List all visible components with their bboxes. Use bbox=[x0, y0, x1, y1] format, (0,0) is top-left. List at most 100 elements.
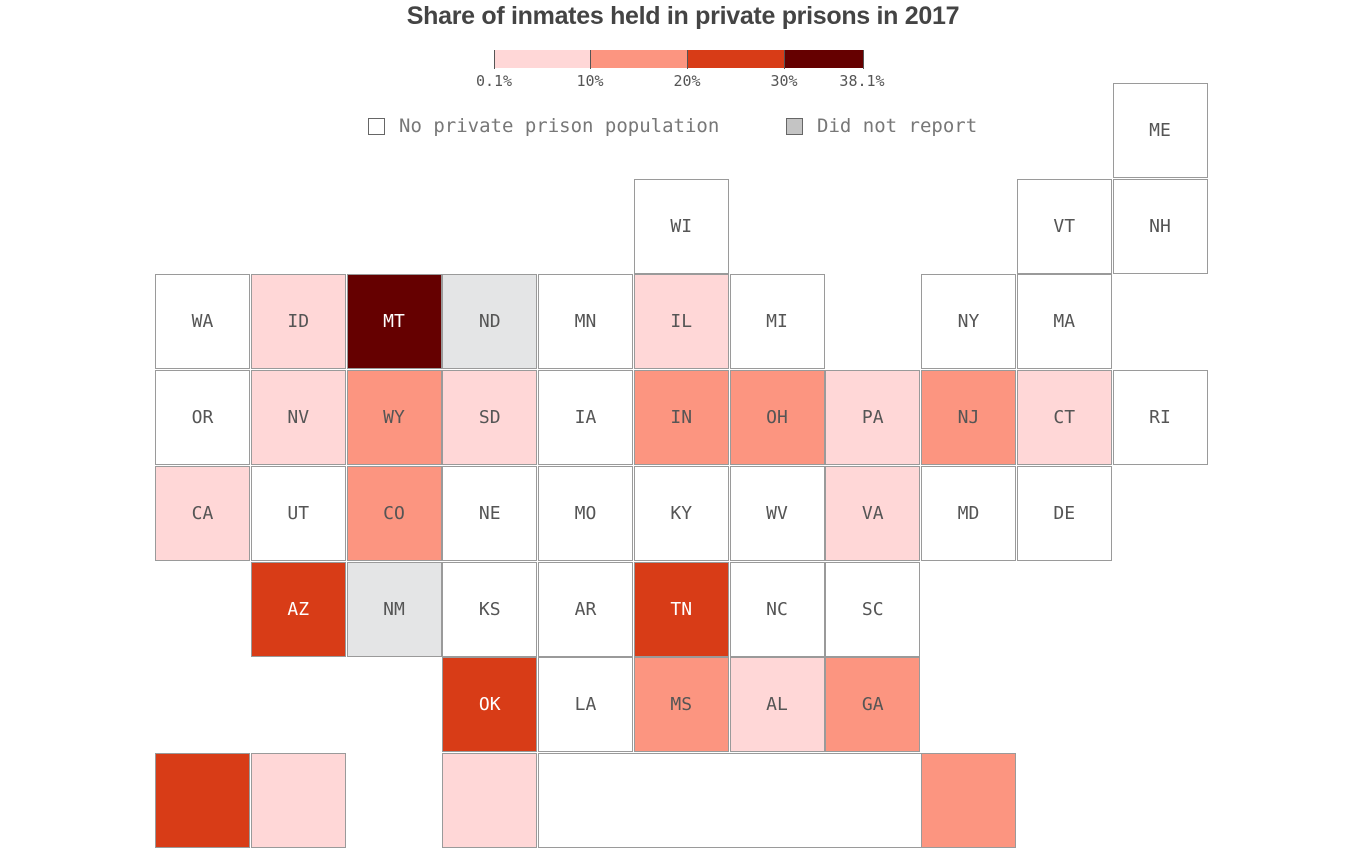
state-label: OR bbox=[191, 407, 214, 429]
state-label: KY bbox=[670, 502, 693, 524]
state-tile-nc: NC bbox=[729, 561, 825, 657]
state-tile-ct: CT bbox=[1016, 370, 1112, 466]
state-label: WY bbox=[383, 407, 405, 429]
state-tile-md: MD bbox=[921, 465, 1016, 561]
state-tile-vt: VT bbox=[1016, 178, 1112, 274]
legend-tick-label: 10% bbox=[576, 72, 604, 90]
state-label: OK bbox=[478, 694, 501, 716]
state-label: AL bbox=[766, 694, 788, 716]
state-tile-sc: SC bbox=[825, 561, 921, 657]
state-tile bbox=[538, 752, 922, 848]
state-tile-wa: WA bbox=[155, 274, 250, 370]
state-label: MT bbox=[383, 311, 405, 333]
legend-segment-b2 bbox=[590, 50, 687, 68]
state-label: CA bbox=[191, 502, 214, 524]
state-label: NM bbox=[383, 598, 405, 620]
state-tile-tn: TN bbox=[633, 561, 729, 657]
legend-label-none: No private prison population bbox=[399, 115, 720, 137]
state-label: NJ bbox=[957, 407, 980, 429]
legend-tick bbox=[494, 50, 495, 69]
state-tile bbox=[442, 752, 538, 848]
state-tile-va: VA bbox=[825, 465, 921, 561]
state-label: NC bbox=[766, 598, 788, 620]
state-tile-nh: NH bbox=[1112, 178, 1208, 274]
legend-did-not-report: Did not report bbox=[786, 115, 977, 137]
state-label: MI bbox=[766, 311, 788, 333]
state-label: MO bbox=[574, 502, 597, 524]
legend-segment-b1 bbox=[494, 50, 590, 68]
legend-tick-label: 30% bbox=[770, 72, 798, 90]
state-tile-ne: NE bbox=[442, 465, 538, 561]
legend-tick-label: 20% bbox=[673, 72, 701, 90]
state-label: KS bbox=[478, 598, 501, 620]
state-tile-in: IN bbox=[633, 370, 729, 466]
state-label: MS bbox=[670, 694, 693, 716]
state-label: MN bbox=[574, 311, 597, 333]
state-label: DE bbox=[1053, 502, 1076, 524]
state-tile-ny: NY bbox=[921, 274, 1016, 370]
state-label: IL bbox=[670, 311, 693, 333]
state-label: IA bbox=[574, 407, 597, 429]
legend-segment-b3 bbox=[687, 50, 784, 68]
state-label: ID bbox=[287, 311, 310, 333]
state-tile bbox=[155, 752, 250, 848]
state-tile-wv: WV bbox=[729, 465, 825, 561]
state-tile-ma: MA bbox=[1016, 274, 1112, 370]
legend-tick bbox=[784, 50, 785, 69]
state-label: AZ bbox=[287, 598, 310, 620]
state-tile-co: CO bbox=[346, 465, 442, 561]
state-tile-il: IL bbox=[633, 274, 729, 370]
state-label: NE bbox=[478, 502, 501, 524]
state-label: WA bbox=[191, 311, 214, 333]
state-label: OH bbox=[766, 407, 788, 429]
state-tile-ia: IA bbox=[538, 370, 633, 466]
state-label: VA bbox=[861, 502, 884, 524]
legend-label-nr: Did not report bbox=[817, 115, 978, 137]
state-label: NV bbox=[287, 407, 310, 429]
state-tile-mo: MO bbox=[538, 465, 633, 561]
state-label: ND bbox=[478, 311, 501, 333]
state-tile-ks: KS bbox=[442, 561, 538, 657]
state-label: MD bbox=[957, 502, 980, 524]
state-label: AR bbox=[574, 598, 597, 620]
state-label: TN bbox=[670, 598, 693, 620]
state-label: PA bbox=[861, 407, 884, 429]
state-tile-ok: OK bbox=[442, 657, 538, 753]
state-tile-ky: KY bbox=[633, 465, 729, 561]
state-label: WI bbox=[670, 215, 693, 237]
state-tile-ga: GA bbox=[825, 657, 921, 753]
state-label: IN bbox=[670, 407, 693, 429]
legend-no-private: No private prison population bbox=[368, 115, 719, 137]
state-tile-la: LA bbox=[538, 657, 633, 753]
legend-tick bbox=[863, 50, 864, 69]
state-tile bbox=[921, 752, 1016, 848]
legend-tick-label: 38.1% bbox=[839, 72, 885, 90]
state-tile-nv: NV bbox=[250, 370, 346, 466]
state-label: SD bbox=[478, 407, 501, 429]
state-label: WV bbox=[766, 502, 788, 524]
state-label: RI bbox=[1149, 407, 1171, 429]
legend-segment-b4 bbox=[784, 50, 863, 68]
state-tile-me: ME bbox=[1112, 83, 1208, 178]
state-label: SC bbox=[861, 598, 884, 620]
state-tile-ca: CA bbox=[155, 465, 250, 561]
state-tile-or: OR bbox=[155, 370, 250, 466]
state-label: CT bbox=[1053, 407, 1076, 429]
state-tile-id: ID bbox=[250, 274, 346, 370]
state-tile bbox=[250, 752, 346, 848]
state-label: ME bbox=[1149, 120, 1171, 141]
state-label: GA bbox=[861, 694, 884, 716]
state-label: MA bbox=[1053, 311, 1076, 333]
legend-swatch-nr bbox=[786, 117, 803, 135]
chart-title: Share of inmates held in private prisons… bbox=[406, 2, 960, 30]
state-tile-wi: WI bbox=[633, 178, 729, 274]
legend-swatch-none bbox=[368, 117, 385, 135]
state-tile-pa: PA bbox=[825, 370, 921, 466]
state-label: UT bbox=[287, 502, 310, 524]
state-tile-sd: SD bbox=[442, 370, 538, 466]
state-tile-de: DE bbox=[1016, 465, 1112, 561]
state-tile-mi: MI bbox=[729, 274, 825, 370]
state-tile-ut: UT bbox=[250, 465, 346, 561]
legend-tick bbox=[687, 50, 688, 69]
state-tile-nm: NM bbox=[346, 561, 442, 657]
